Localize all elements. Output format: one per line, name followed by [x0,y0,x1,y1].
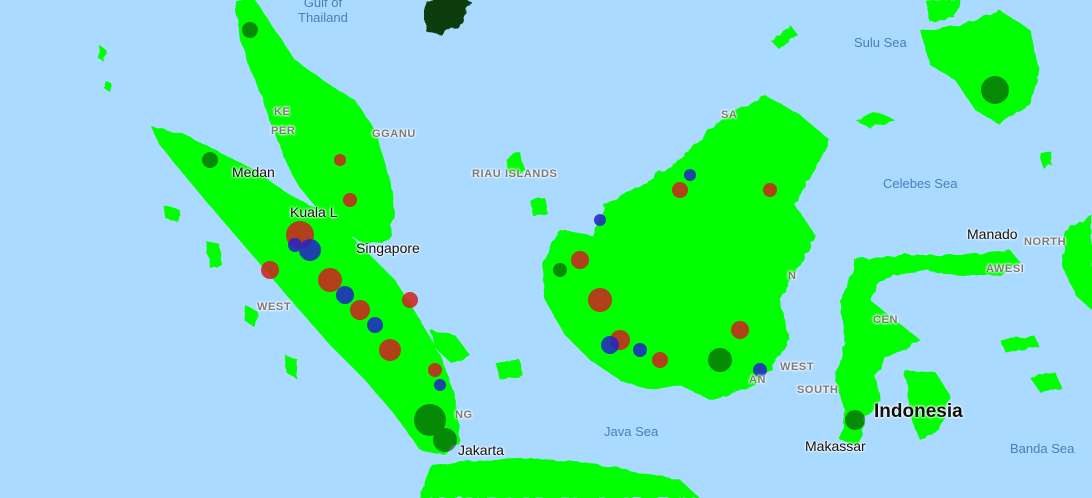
label-west-sumatra: WEST [257,301,292,313]
natuna [530,198,548,216]
label-banda-sea: Banda Sea [1010,441,1075,456]
label-manado: Manado [967,226,1018,242]
borneo [542,95,830,400]
mindanao [920,10,1040,125]
simeulue [163,205,180,222]
label-jakarta: Jakarta [458,442,504,458]
visayas [925,0,960,22]
label-kalimantan-north: N [788,270,797,282]
java [420,458,700,498]
tioman [98,45,106,62]
sangihe [1040,150,1052,168]
label-west-sulawesi: WEST [780,361,815,373]
buru [1030,372,1062,392]
label-java-sea: Java Sea [604,424,659,439]
andaman-dots [104,80,112,92]
label-kedah: KE [274,106,291,118]
label-kalimantan-south: AN [749,374,767,386]
malay-peninsula [235,0,395,245]
north-maluku [1062,215,1092,310]
forest-loss-overlay [202,22,1009,452]
bangka [430,330,470,362]
label-sulu-sea: Sulu Sea [854,35,907,50]
label-perak: PER [271,125,296,137]
label-central-sulawesi: CEN [873,314,899,326]
mentawai [285,355,298,378]
label-riau-islands: RIAU ISLANDS [472,168,558,180]
label-makassar: Makassar [805,438,866,454]
label-sabah: SA [721,109,738,121]
label-terengganu: GGANU [372,128,416,140]
label-singapore: Singapore [356,240,420,256]
cambodia-coast [425,0,470,35]
label-gulf-of-thailand: Gulf of Thailand [298,0,348,25]
label-south-sulawesi: SOUTH [797,384,839,396]
sulu-arch [855,112,895,128]
label-indonesia: Indonesia [874,401,963,422]
label-kuala-lumpur: Kuala L [290,204,338,220]
nias [205,240,222,268]
label-medan: Medan [232,164,275,180]
belitung [495,360,523,380]
balabac [770,25,798,50]
sumatra [150,125,460,455]
label-sulawesi: AWESI [986,263,1025,275]
label-north-sulawesi: NORTH [1024,236,1067,248]
riau-island [505,152,525,178]
label-celebes-sea: Celebes Sea [883,176,958,191]
banggai [1000,336,1038,352]
label-lampung: NG [455,409,473,421]
siberut [244,305,258,328]
southeast-sulawesi [905,370,950,440]
